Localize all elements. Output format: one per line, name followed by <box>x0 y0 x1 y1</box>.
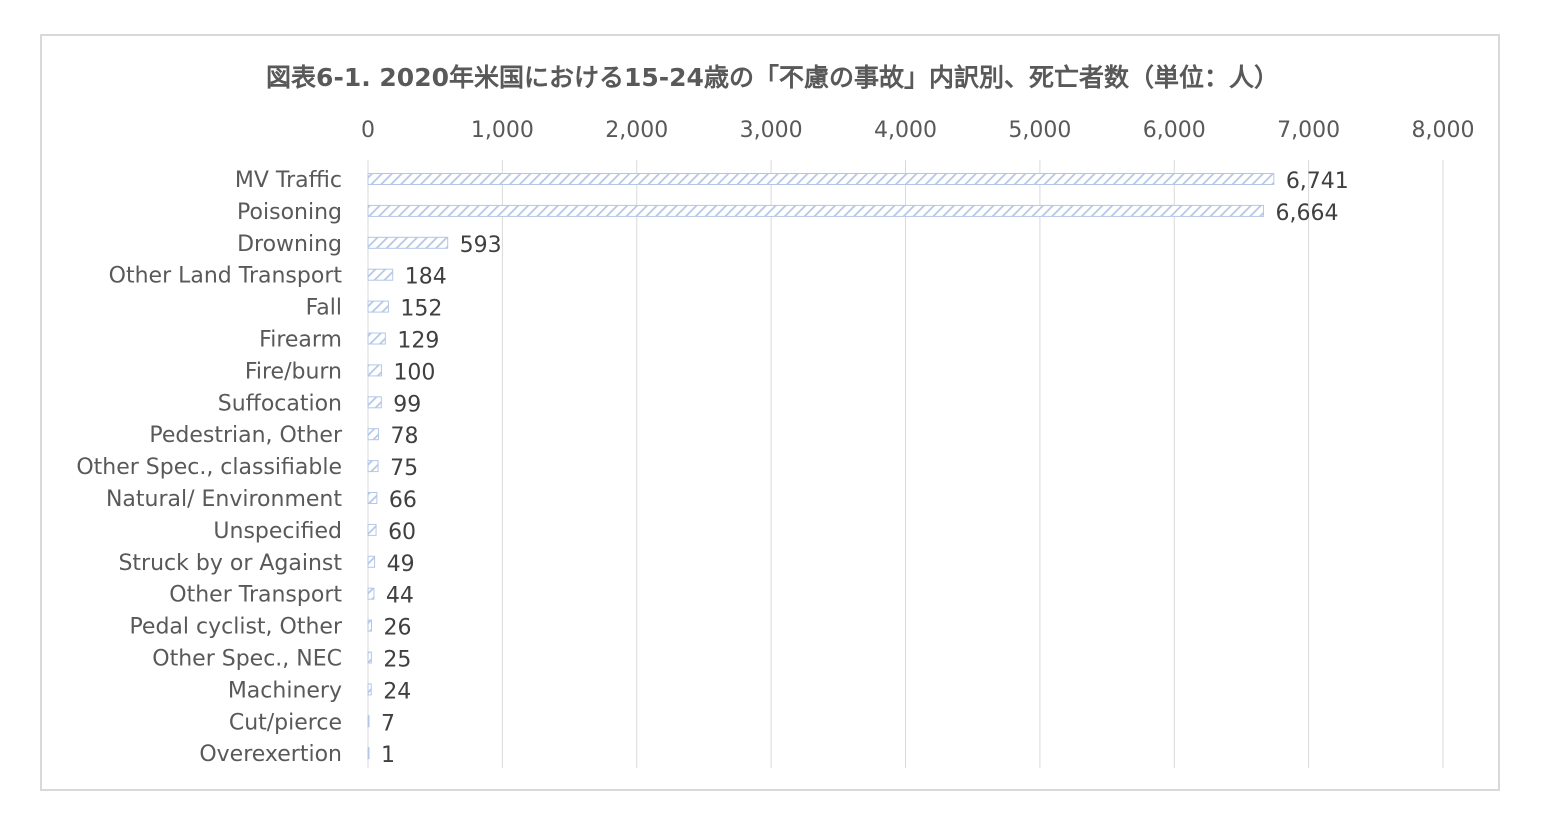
bar <box>367 460 379 473</box>
category-label: Drowning <box>237 232 342 257</box>
category-label: Other Spec., classifiable <box>76 455 342 480</box>
chart-frame <box>40 34 1500 791</box>
bar <box>367 300 389 313</box>
bar <box>367 364 382 377</box>
x-tick-label: 5,000 <box>1008 118 1071 143</box>
category-label: Other Land Transport <box>109 264 343 289</box>
x-tick-label: 6,000 <box>1143 118 1206 143</box>
bar <box>367 204 1264 217</box>
category-label: Struck by or Against <box>118 551 342 576</box>
x-tick-label: 8,000 <box>1412 118 1475 143</box>
category-label: Firearm <box>259 328 342 353</box>
bar <box>367 747 370 760</box>
bar <box>367 492 378 504</box>
category-label: MV Traffic <box>235 168 342 193</box>
data-label: 49 <box>387 552 415 577</box>
x-tick-label: 1,000 <box>471 118 534 143</box>
x-tick-label: 4,000 <box>874 118 937 143</box>
bar <box>367 428 379 441</box>
bar <box>367 651 372 664</box>
category-label: Suffocation <box>218 391 342 416</box>
data-labels: 6,741 6,664 593 184 152 129 100 99 78 75 66 60 49 44 2… <box>381 169 1349 768</box>
data-label: 78 <box>390 424 418 449</box>
bar <box>367 396 382 409</box>
category-label: Fall <box>306 296 342 321</box>
data-label: 593 <box>460 233 502 258</box>
data-label: 129 <box>397 329 439 354</box>
x-tick-label: 0 <box>361 118 375 143</box>
x-tick-label: 7,000 <box>1277 118 1340 143</box>
category-label: Other Spec., NEC <box>152 647 342 672</box>
data-label: 1 <box>381 743 395 768</box>
category-label: Unspecified <box>213 519 342 544</box>
category-label: Other Transport <box>169 583 342 608</box>
category-label: Cut/pierce <box>229 710 342 735</box>
data-label: 60 <box>388 520 416 545</box>
data-label: 24 <box>383 679 411 704</box>
data-label: 25 <box>383 648 411 673</box>
bar <box>367 587 375 600</box>
data-label: 44 <box>386 584 414 609</box>
category-label: Machinery <box>228 678 342 703</box>
data-label: 26 <box>383 616 411 641</box>
bar <box>367 332 386 345</box>
data-label: 66 <box>389 488 417 513</box>
category-label: Fire/burn <box>245 359 342 384</box>
bar <box>367 268 394 281</box>
bar <box>367 523 377 536</box>
data-label: 75 <box>390 456 418 481</box>
data-label: 152 <box>400 297 442 322</box>
bar <box>367 683 372 696</box>
category-label: Overexertion <box>199 742 342 767</box>
bar <box>367 619 372 632</box>
category-label: Pedestrian, Other <box>149 423 343 448</box>
gridlines <box>367 160 1444 768</box>
data-label: 6,664 <box>1275 201 1338 226</box>
x-tick-label: 2,000 <box>605 118 668 143</box>
category-labels: MV Traffic Poisoning Drowning Other Land Tr… <box>76 168 343 767</box>
data-label: 184 <box>405 265 447 290</box>
category-label: Poisoning <box>237 200 342 225</box>
category-label: Natural/ Environment <box>106 487 342 512</box>
data-label: 100 <box>393 360 435 385</box>
category-label: Pedal cyclist, Other <box>129 615 343 640</box>
data-label: 6,741 <box>1286 169 1349 194</box>
bar <box>367 173 1275 185</box>
chart-title: 図表6-1. 2020年米国における15-24歳の「不慮の事故」内訳別、死亡者数… <box>266 63 1279 92</box>
x-tick-label: 3,000 <box>740 118 803 143</box>
bars <box>367 173 1275 760</box>
x-axis-ticks: 0 1,000 2,000 3,000 4,000 5,000 6,000 7,000 8,00… <box>361 118 1474 143</box>
data-label: 7 <box>381 711 395 736</box>
bar <box>367 715 370 728</box>
bar <box>367 555 376 568</box>
bar <box>367 236 449 249</box>
data-label: 99 <box>393 392 421 417</box>
